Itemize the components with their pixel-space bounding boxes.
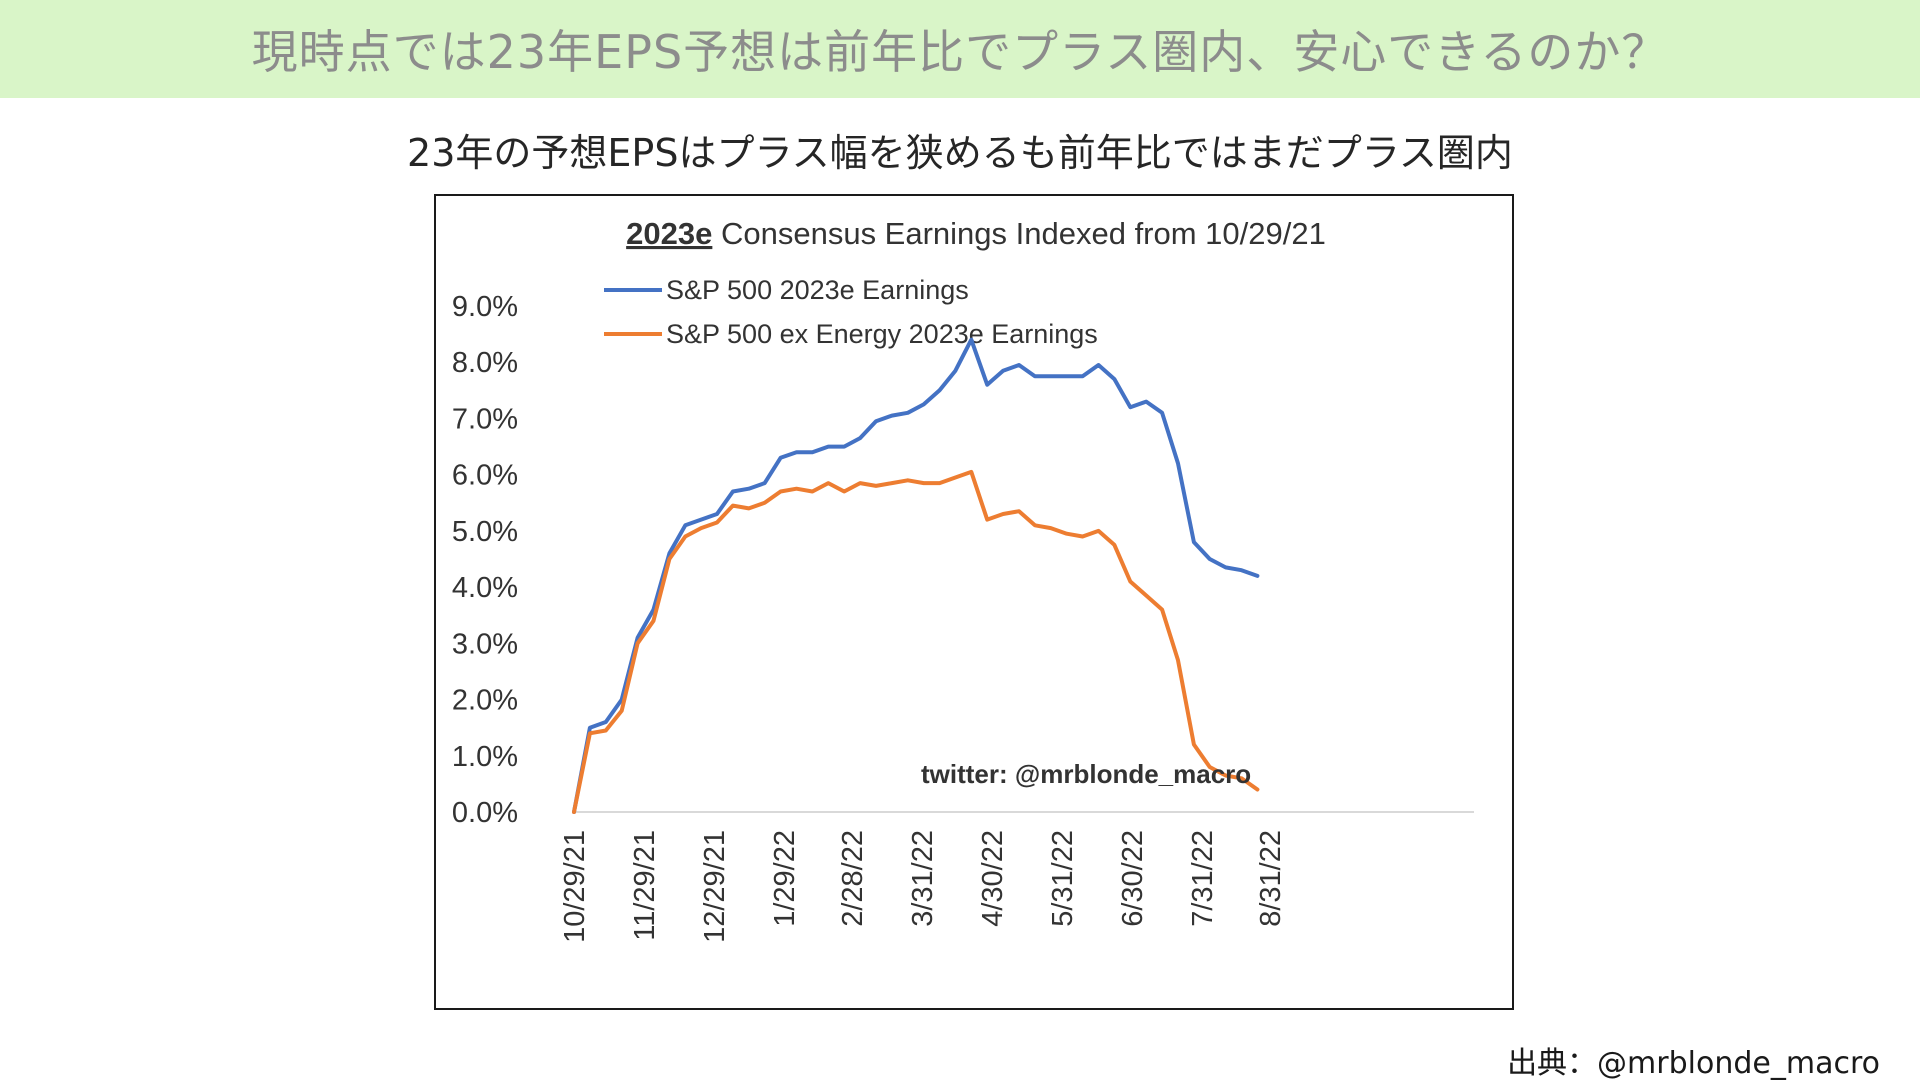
slide-title: 現時点では23年EPS予想は前年比でプラス圏内、安心できるのか？: [251, 25, 1669, 79]
x-tick-label: 2/28/22: [837, 830, 869, 927]
x-tick-label: 4/30/22: [977, 830, 1009, 927]
y-tick-label: 8.0%: [452, 347, 518, 379]
legend-label-1: S&P 500 2023e Earnings: [666, 275, 969, 305]
legend-label-2: S&P 500 ex Energy 2023e Earnings: [666, 319, 1098, 349]
y-tick-label: 4.0%: [452, 572, 518, 604]
chart-title-rest: Consensus Earnings Indexed from 10/29/21: [712, 216, 1326, 251]
title-banner: 現時点では23年EPS予想は前年比でプラス圏内、安心できるのか？: [0, 0, 1920, 98]
y-tick-label: 0.0%: [452, 797, 518, 829]
y-tick-label: 3.0%: [452, 628, 518, 660]
x-tick-label: 10/29/21: [559, 830, 591, 943]
y-tick-label: 9.0%: [452, 291, 518, 323]
chart-frame: 2023e Consensus Earnings Indexed from 10…: [434, 194, 1514, 1010]
x-tick-label: 6/30/22: [1117, 830, 1149, 927]
chart-title-bold: 2023e: [626, 216, 712, 251]
chart-lines: [572, 337, 1260, 814]
x-tick-label: 12/29/21: [699, 830, 731, 943]
x-tick-label: 3/31/22: [907, 830, 939, 927]
x-axis: 10/29/21 11/29/21 12/29/21 1/29/22 2/28/22 3/…: [559, 830, 1287, 943]
chart-title: 2023e Consensus Earnings Indexed from 10…: [626, 216, 1326, 251]
slide-subtitle: 23年の予想EPSはプラス幅を狭めるも前年比ではまだプラス圏内: [407, 131, 1513, 175]
y-axis: 0.0% 1.0% 2.0% 3.0% 4.0% 5.0% 6.0% 7.0% 8.0% 9.0%: [452, 291, 518, 829]
chart-legend: S&P 500 2023e Earnings S&P 500 ex Energy …: [604, 275, 1098, 349]
y-tick-label: 1.0%: [452, 741, 518, 773]
y-tick-label: 7.0%: [452, 403, 518, 435]
x-tick-label: 8/31/22: [1255, 830, 1287, 927]
y-tick-label: 2.0%: [452, 685, 518, 717]
source-credit: 出典：@mrblonde_macro: [1507, 1046, 1880, 1081]
chart-svg: 2023e Consensus Earnings Indexed from 10…: [452, 216, 1474, 943]
series-line-2: [572, 469, 1260, 814]
series-line-1: [572, 337, 1260, 814]
x-tick-label: 1/29/22: [769, 830, 801, 927]
x-tick-label: 5/31/22: [1047, 830, 1079, 927]
chart-watermark: twitter: @mrblonde_macro: [921, 759, 1251, 789]
y-tick-label: 6.0%: [452, 460, 518, 492]
y-tick-label: 5.0%: [452, 516, 518, 548]
x-tick-label: 7/31/22: [1187, 830, 1219, 927]
x-tick-label: 11/29/21: [629, 830, 661, 941]
